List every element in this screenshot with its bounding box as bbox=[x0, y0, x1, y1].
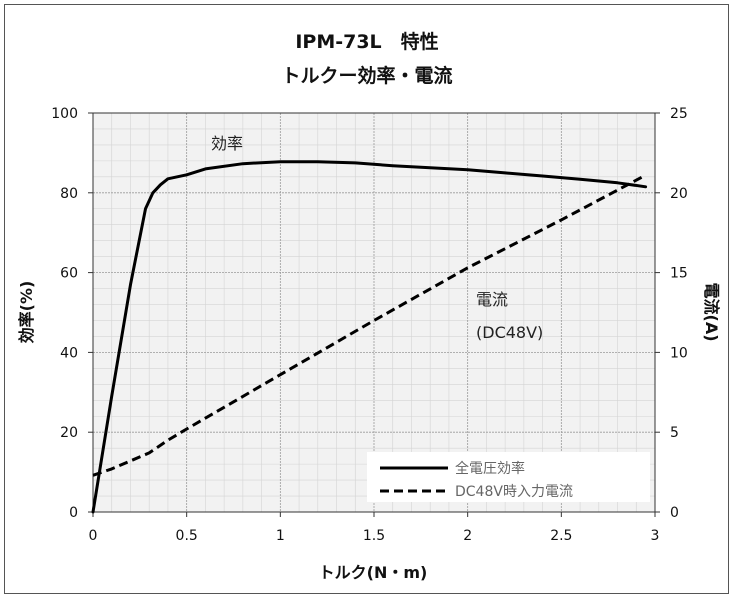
y2-tick-label: 5 bbox=[670, 425, 679, 441]
series-line-efficiency bbox=[91, 160, 648, 514]
series-line-current bbox=[92, 173, 647, 477]
y-tick-label: 60 bbox=[60, 266, 78, 282]
y2-axis-label: 電流(A) bbox=[702, 282, 721, 341]
y-tick-label: 100 bbox=[51, 106, 78, 122]
series-layer bbox=[91, 160, 648, 514]
legend-label-efficiency: 全電圧効率 bbox=[455, 460, 525, 477]
y-tick-label: 80 bbox=[60, 186, 78, 202]
x-tick-label: 3 bbox=[651, 528, 660, 544]
x-tick-label: 2.5 bbox=[550, 528, 572, 544]
chart-subtitle: トルクー効率・電流 bbox=[281, 64, 452, 87]
legend-label-current: DC48V時入力電流 bbox=[455, 484, 573, 500]
efficiency-annotation: 効率 bbox=[211, 134, 243, 153]
x-tick-label: 1.5 bbox=[363, 528, 385, 544]
y-tick-label: 40 bbox=[60, 345, 78, 361]
legend: 全電圧効率 DC48V時入力電流 bbox=[367, 452, 650, 502]
x-axis-label: トルク(N・m) bbox=[319, 563, 428, 582]
current-annotation-line2: (DC48V) bbox=[476, 323, 543, 342]
x-tick-label: 2 bbox=[463, 528, 472, 544]
current-annotation-line1: 電流 bbox=[476, 290, 508, 309]
x-tick-label: 1 bbox=[276, 528, 285, 544]
y-tick-label: 20 bbox=[60, 425, 78, 441]
y2-tick-label: 20 bbox=[670, 186, 688, 202]
y-tick-label: 0 bbox=[69, 505, 78, 521]
y2-tick-label: 10 bbox=[670, 345, 688, 361]
x-tick-label: 0.5 bbox=[176, 528, 198, 544]
y2-tick-label: 25 bbox=[670, 106, 688, 122]
y2-tick-label: 0 bbox=[670, 505, 679, 521]
y-axis-label: 効率(%) bbox=[17, 281, 36, 344]
x-tick-label: 0 bbox=[89, 528, 98, 544]
chart-title: IPM-73L 特性 bbox=[295, 30, 438, 53]
y2-tick-label: 15 bbox=[670, 266, 688, 282]
legend-box bbox=[367, 452, 650, 502]
major-grid bbox=[93, 113, 655, 512]
